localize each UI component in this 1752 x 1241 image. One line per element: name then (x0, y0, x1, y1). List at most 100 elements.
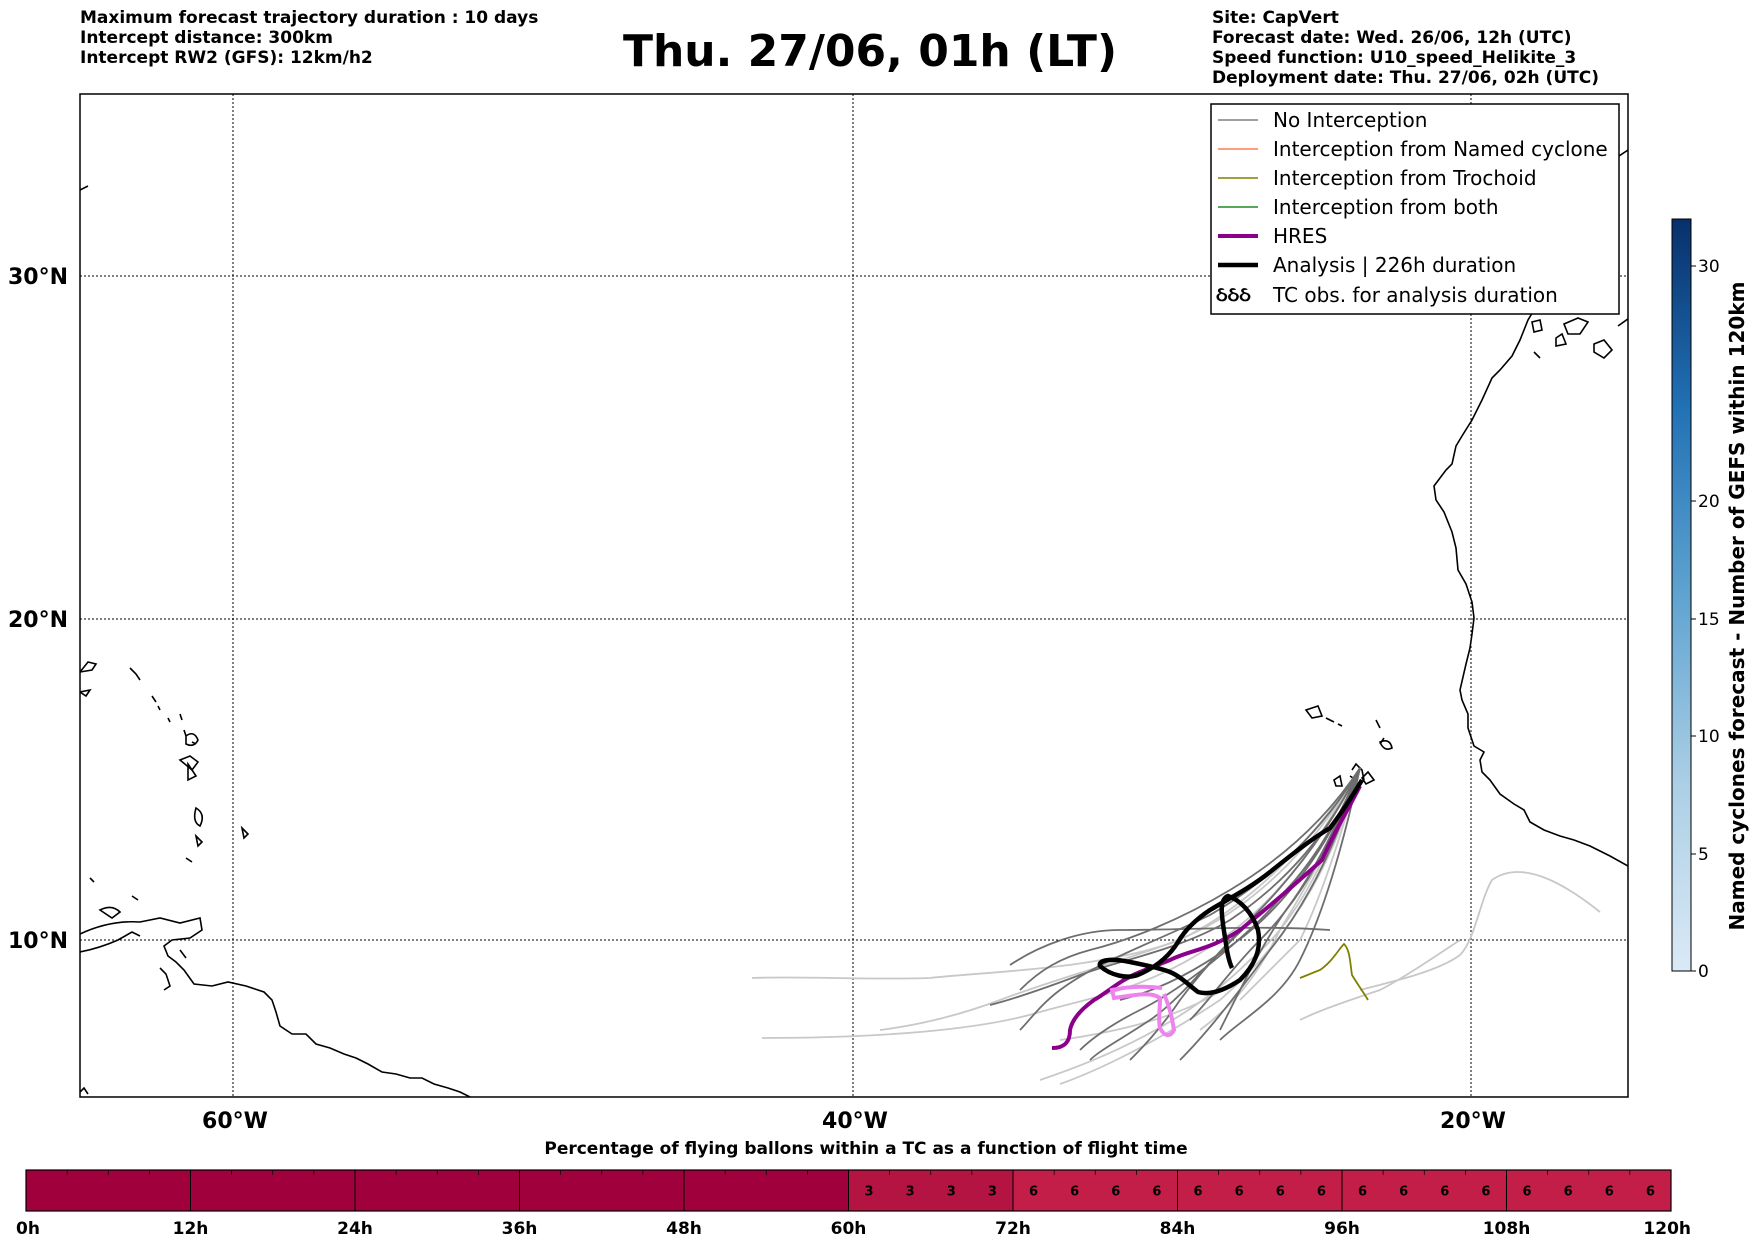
lat-label-20n: 20°N (8, 608, 68, 633)
flight-bar-cell (1383, 1170, 1425, 1211)
flight-bar-tick-label: 108h (1483, 1219, 1531, 1239)
island-grenada (185, 857, 193, 863)
flight-bar-cell (1218, 1170, 1261, 1211)
island-santo-antao (1304, 705, 1324, 719)
flight-bar-value: 6 (1276, 1185, 1285, 1200)
island-hierro (1533, 351, 1541, 359)
trajectory-hres (1051, 785, 1362, 1050)
flight-bar-value: 6 (1481, 1185, 1490, 1200)
lon-label-40w: 40°W (822, 1109, 888, 1134)
island-santiago (1351, 762, 1365, 781)
flight-bar-cell (1095, 1170, 1137, 1211)
legend: No Interception Interception from Named … (1210, 103, 1620, 315)
flight-bar-cell (1013, 1170, 1055, 1211)
island-dot (89, 877, 95, 883)
islands-antigua (167, 713, 183, 723)
flight-bar-cell (807, 1170, 849, 1211)
legend-box (1210, 103, 1620, 315)
flight-bar-value: 6 (1605, 1185, 1614, 1200)
island-la-palma (1531, 319, 1543, 333)
island-tenerife (1562, 317, 1590, 335)
island-fogo (1333, 774, 1343, 787)
flight-bar-cell (67, 1170, 109, 1211)
flight-bar-ticks: 0h 12h 24h 36h 48h 60h 72h 84h 96h 108h 120h (16, 1170, 1691, 1239)
trajectory-trochoid (1299, 942, 1369, 1001)
flight-bar-cell (1342, 1170, 1384, 1211)
flight-bar-cell (1300, 1170, 1343, 1211)
flight-bar-value: 6 (1235, 1185, 1244, 1200)
flight-bar-cell (1424, 1170, 1466, 1211)
forecast-parameters: Maximum forecast trajectory duration : 1… (80, 8, 538, 68)
trajectory-dark-8 (1009, 926, 1331, 966)
flight-bar-value: 3 (865, 1185, 874, 1200)
flight-bar-cell (1177, 1170, 1220, 1211)
flight-bar-value: 6 (1399, 1185, 1408, 1200)
flight-bar-value: 3 (988, 1185, 997, 1200)
island-martinique (187, 761, 198, 782)
flight-bar-cell (725, 1170, 767, 1211)
island-st-lucia (193, 806, 204, 828)
trajectory-dark-1 (989, 767, 1361, 1006)
flight-bar-cell (1136, 1170, 1178, 1211)
lat-label-10n: 10°N (8, 929, 68, 954)
flight-bar-value: 6 (1440, 1185, 1449, 1200)
trajectory-light-8 (879, 767, 1361, 1031)
island-guadeloupe (185, 732, 199, 747)
island-sao-vicente (1325, 717, 1343, 727)
island-virgin (129, 667, 141, 681)
flight-bar-value: 6 (1070, 1185, 1079, 1200)
flight-bar-cell (272, 1170, 315, 1211)
flight-bar-tick-label: 120h (1643, 1219, 1691, 1239)
legend-item-tc-obs: ઠઠઠ TC obs. for analysis duration (1216, 282, 1558, 307)
flight-bar-cell (26, 1170, 68, 1211)
flight-bar-cell (1629, 1170, 1672, 1211)
colorbar-ticks (1691, 265, 1696, 972)
flight-bar-value: 3 (906, 1185, 915, 1200)
trajectory-hres-late (1109, 984, 1177, 1037)
legend-label: Analysis | 226h duration (1273, 253, 1516, 277)
legend-label: Interception from Trochoid (1273, 166, 1537, 190)
flight-bar-cell (1259, 1170, 1302, 1211)
flight-bar-tick-label: 60h (831, 1219, 867, 1239)
venezuela-coast (80, 931, 141, 953)
flight-bar-tick-label: 72h (995, 1219, 1031, 1239)
flight-bar-cell (930, 1170, 973, 1211)
flight-bar-cell (108, 1170, 150, 1211)
coast-fragment (80, 1086, 89, 1095)
flight-bar-cell (848, 1170, 891, 1211)
flight-bar-cell (889, 1170, 932, 1211)
tc-symbol-icon: ઠઠઠ (1216, 282, 1251, 306)
flight-bar-value: 6 (1523, 1185, 1532, 1200)
island-fuerteventura (1617, 317, 1628, 327)
flight-bar-tick-label: 12h (173, 1219, 209, 1239)
flight-bar-value: 6 (1646, 1185, 1655, 1200)
trajectory-light-10 (1059, 767, 1361, 1085)
island-barbados (240, 825, 250, 840)
intercept-distance-text: Intercept distance: 300km (80, 28, 333, 48)
flight-bar-tick-label: 0h (16, 1219, 40, 1239)
flight-bar-cell (560, 1170, 603, 1211)
graticule (80, 94, 1628, 1097)
legend-item-both: Interception from both (1218, 195, 1499, 219)
flight-bar-tick-label: 84h (1160, 1219, 1196, 1239)
flight-bar-value: 6 (1152, 1185, 1161, 1200)
flight-bar-value: 6 (1029, 1185, 1038, 1200)
site-text: Site: CapVert (1212, 8, 1339, 28)
legend-item-named-cyclone: Interception from Named cyclone (1218, 137, 1608, 161)
flight-bar-cell (684, 1170, 726, 1211)
trajectory-dark-9 (1019, 767, 1361, 1031)
flight-bar-cell (601, 1170, 644, 1211)
lon-label-20w: 20°W (1440, 1109, 1506, 1134)
island-puerto-rico (80, 661, 98, 673)
bermuda (80, 185, 89, 191)
flight-bar-cell (642, 1170, 685, 1211)
legend-label: Interception from both (1273, 195, 1499, 219)
site-parameters: Site: CapVert Forecast date: Wed. 26/06,… (1212, 8, 1599, 88)
legend-item-trochoid: Interception from Trochoid (1218, 166, 1537, 190)
island-gran-canaria (1593, 339, 1614, 360)
flight-bar-cell (313, 1170, 356, 1211)
south-america-coast (80, 917, 471, 1097)
lon-label-60w: 60°W (202, 1109, 268, 1134)
flight-bar-value: 6 (1317, 1185, 1326, 1200)
